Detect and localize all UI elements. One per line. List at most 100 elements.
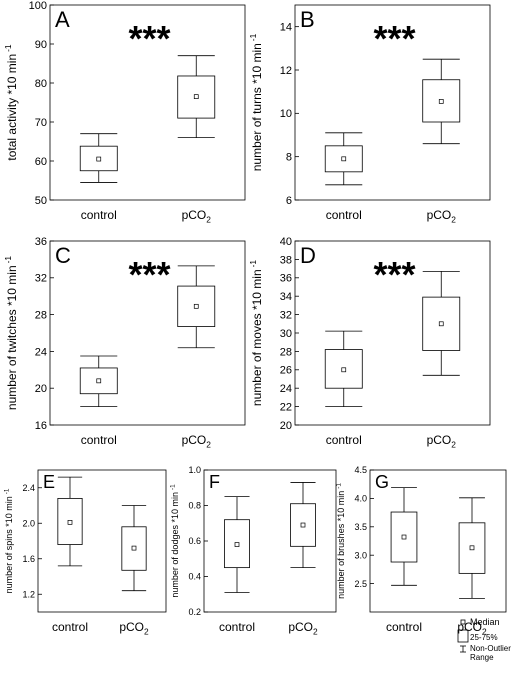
panel-b-ytick-label: 6	[286, 195, 292, 207]
panel-a-ytick-label: 50	[35, 195, 47, 207]
panel-a-ytick-label: 70	[35, 117, 47, 129]
panel-g-frame	[369, 469, 507, 613]
panel-f-ytick-label: 0.8	[188, 501, 201, 511]
panel-c: 16 20 24 28 32 36 number of twitches *10 min-1…	[3, 236, 246, 450]
panel-f-label: F	[209, 472, 220, 492]
panel-c-significance: ***	[128, 254, 170, 295]
panel-b-label: B	[300, 7, 315, 32]
panel-e-ytick-label: 1.6	[22, 554, 35, 564]
panel-f-category-label: control	[219, 620, 255, 634]
panel-a-box-0	[79, 133, 118, 183]
iqr-box	[121, 526, 147, 571]
panel-a-label: A	[55, 7, 70, 32]
median-marker	[341, 156, 347, 162]
panel-e-ylabel: number of spins *10 min-1	[3, 488, 14, 593]
legend-median-label: Median	[470, 617, 500, 627]
median-marker	[341, 367, 347, 373]
panel-c-ytick-label: 20	[35, 383, 47, 395]
panel-d-label: D	[300, 243, 316, 268]
iqr-box	[224, 519, 250, 569]
median-marker	[96, 156, 102, 162]
panel-g-label: G	[375, 472, 389, 492]
panel-a-ytick-label: 90	[35, 39, 47, 51]
panel-a-ylabel: total activity *10 min-1	[3, 44, 19, 161]
panel-c-label: C	[55, 243, 71, 268]
panel-c-category-label: pCO2	[182, 433, 212, 450]
panel-a-box-1	[177, 55, 216, 139]
panel-a-ytick-label: 60	[35, 156, 47, 168]
panel-e-category-label: pCO2	[119, 620, 149, 637]
median-marker	[438, 99, 444, 104]
panel-b-ytick-label: 10	[280, 108, 292, 120]
panel-g-box-0	[390, 487, 418, 586]
median-marker	[234, 542, 240, 547]
panel-f-box-1	[290, 482, 316, 569]
median-marker	[193, 94, 199, 100]
panel-b-ylabel: number of turns *10 min-1	[248, 33, 264, 171]
panel-d-ytick-label: 22	[280, 401, 292, 413]
legend-median-marker	[460, 619, 466, 625]
panel-a-category-label: pCO2	[182, 208, 212, 225]
panel-g-box-1	[458, 497, 486, 599]
median-marker	[469, 545, 475, 551]
panel-g-ytick-label: 3.5	[354, 522, 367, 532]
panel-c-ytick-label: 28	[35, 309, 47, 321]
panel-a-frame	[49, 4, 246, 201]
panel-c-box-1	[177, 265, 216, 349]
panel-e-box-1	[121, 505, 147, 592]
panel-d-ytick-label: 28	[280, 346, 292, 358]
panel-a-category-label: control	[81, 208, 117, 222]
median-marker	[96, 378, 102, 384]
panel-d: 20 22 24 26 28 30 32 34 36 38 40 number of moves *1…	[248, 236, 491, 450]
panel-f-frame	[203, 469, 337, 613]
panel-d-ytick-label: 38	[280, 254, 292, 266]
panel-b: 6 8 10 12 14 number of turns *10 min-1 B *** con…	[248, 4, 491, 225]
panel-d-ytick-label: 20	[280, 420, 292, 432]
legend-box-marker	[457, 629, 469, 643]
panel-g-ytick-label: 3.0	[354, 550, 367, 560]
panel-f-ytick-label: 0.4	[188, 572, 201, 582]
median-marker	[67, 520, 73, 525]
panel-g-ytick-label: 2.5	[354, 579, 367, 589]
panel-b-category-label: pCO2	[427, 208, 457, 225]
panel-e-frame	[37, 469, 167, 613]
panel-b-frame	[294, 4, 491, 201]
median-marker	[131, 545, 137, 551]
panel-f-category-label: pCO2	[288, 620, 318, 637]
panel-d-ytick-label: 40	[280, 236, 292, 248]
panel-e-label: E	[43, 472, 55, 492]
panel-d-box-0	[324, 330, 363, 408]
panel-f-ytick-label: 0.2	[188, 607, 201, 617]
panel-d-ytick-label: 34	[280, 291, 292, 303]
median-marker	[401, 534, 407, 540]
panel-c-category-label: control	[81, 433, 117, 447]
panel-c-frame	[49, 240, 246, 426]
iqr-box	[458, 522, 486, 574]
panel-c-ytick-label: 16	[35, 420, 47, 432]
panel-d-category-label: control	[326, 433, 362, 447]
panel-c-box-0	[79, 355, 118, 408]
panel-c-ytick-label: 32	[35, 273, 47, 285]
panel-a: 50 60 70 80 90 100 total activity *10 min-1 A **…	[3, 0, 246, 225]
panel-d-significance: ***	[373, 254, 415, 295]
panel-g-ytick-label: 4.0	[354, 494, 367, 504]
legend-whisker-label-2: Range	[470, 653, 494, 662]
legend-whisker-label-1: Non-Outlier	[470, 644, 511, 653]
panel-f-ytick-label: 0.6	[188, 536, 201, 546]
panel-b-ytick-label: 8	[286, 152, 292, 164]
panel-g-category-label: control	[386, 620, 422, 634]
panel-e-ytick-label: 2.4	[22, 483, 35, 493]
panel-d-box-1	[422, 270, 461, 376]
panel-d-ytick-label: 36	[280, 273, 292, 285]
panel-a-ytick-label: 100	[29, 0, 47, 12]
panel-b-significance: ***	[373, 18, 415, 59]
median-marker	[300, 522, 306, 528]
panel-b-box-0	[324, 132, 363, 186]
iqr-box	[422, 79, 461, 123]
panel-b-ytick-label: 14	[280, 22, 292, 34]
panel-a-ytick-label: 80	[35, 78, 47, 90]
panel-d-ytick-label: 26	[280, 365, 292, 377]
panel-f-ytick-label: 1.0	[188, 465, 201, 475]
panel-g-ylabel: number of brushes *10 min-1	[335, 483, 346, 599]
